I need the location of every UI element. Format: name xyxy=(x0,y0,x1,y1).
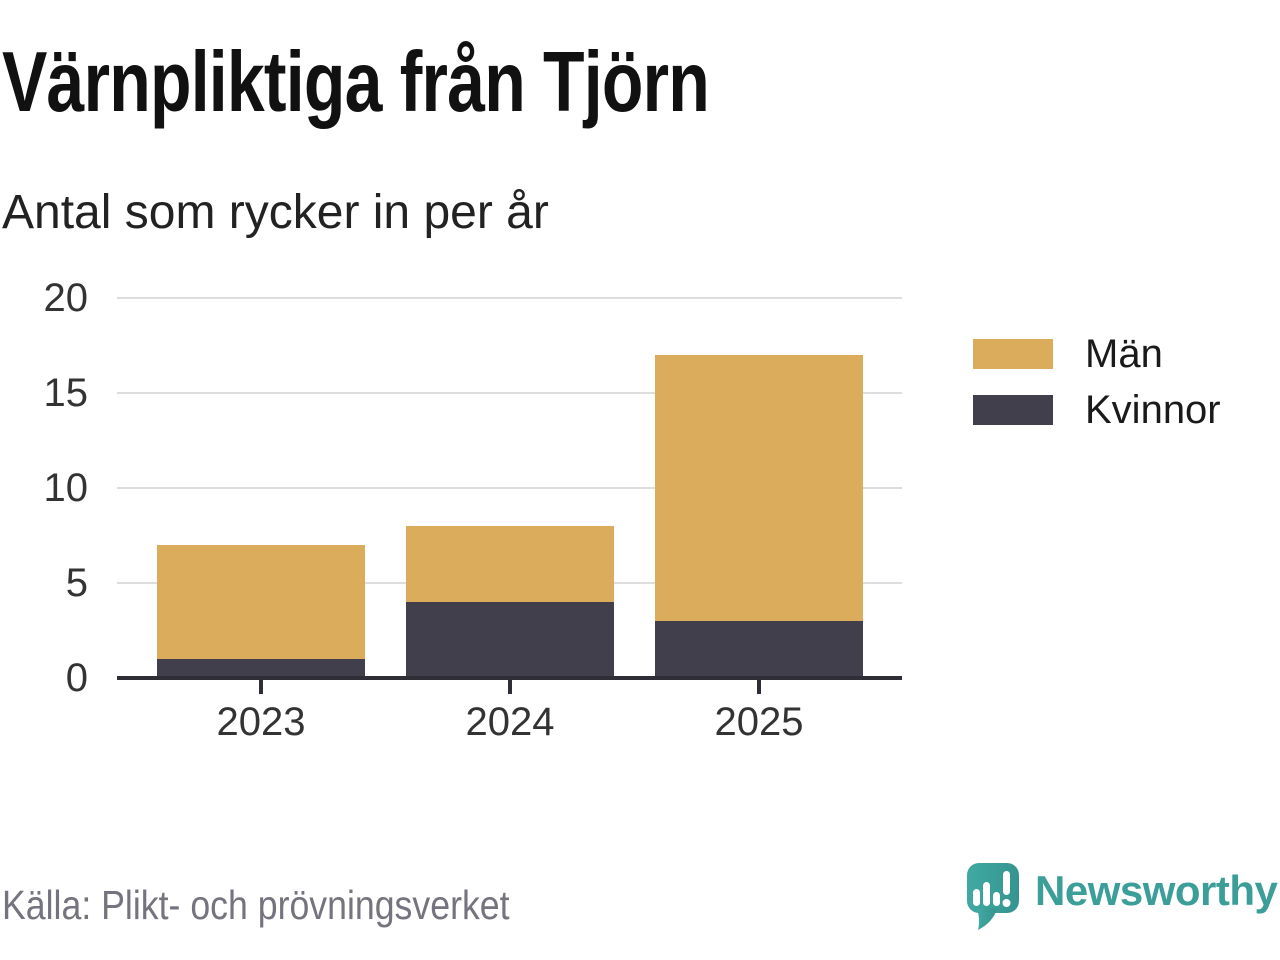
source-text: Källa: Plikt- och prövningsverket xyxy=(2,882,510,928)
legend-item-men: Män xyxy=(973,332,1221,376)
bar-segment-women-2025 xyxy=(655,621,863,678)
page-title: Värnpliktiga från Tjörn xyxy=(2,35,710,130)
y-tick-label-0: 0 xyxy=(65,656,88,700)
newsworthy-icon xyxy=(967,863,1019,930)
x-axis-tick-2024 xyxy=(508,680,512,694)
x-axis-tick-2025 xyxy=(757,680,761,694)
gridline-10 xyxy=(117,487,902,489)
legend-label-men: Män xyxy=(1085,332,1163,376)
legend-swatch-men xyxy=(973,339,1053,369)
x-axis-tick-2023 xyxy=(259,680,263,694)
bar-segment-men-2023 xyxy=(157,545,365,659)
legend-item-women: Kvinnor xyxy=(973,388,1221,432)
gridline-20 xyxy=(117,297,902,299)
bar-segment-men-2024 xyxy=(406,526,614,602)
chart-subtitle: Antal som rycker in per år xyxy=(2,186,549,239)
legend: Män Kvinnor xyxy=(973,332,1221,432)
bar-segment-women-2023 xyxy=(157,659,365,678)
x-tick-label-2025: 2025 xyxy=(714,700,804,744)
bar-segment-women-2024 xyxy=(406,602,614,678)
brand-name: Newsworthy xyxy=(1035,867,1278,914)
y-tick-label-15: 15 xyxy=(43,371,89,415)
brand-logo: Newsworthy xyxy=(961,861,1278,933)
legend-label-women: Kvinnor xyxy=(1085,388,1221,432)
bar-segment-men-2025 xyxy=(655,355,863,621)
y-tick-label-5: 5 xyxy=(65,561,88,605)
x-tick-label-2023: 2023 xyxy=(216,700,306,744)
y-tick-label-20: 20 xyxy=(43,276,89,320)
y-tick-label-10: 10 xyxy=(43,466,89,510)
legend-swatch-women xyxy=(973,395,1053,425)
stacked-bar-chart: 0 5 10 15 20 2023 2024 2025 xyxy=(43,276,902,744)
gridline-15 xyxy=(117,392,902,394)
x-tick-label-2024: 2024 xyxy=(465,700,555,744)
x-axis-line xyxy=(117,676,902,680)
